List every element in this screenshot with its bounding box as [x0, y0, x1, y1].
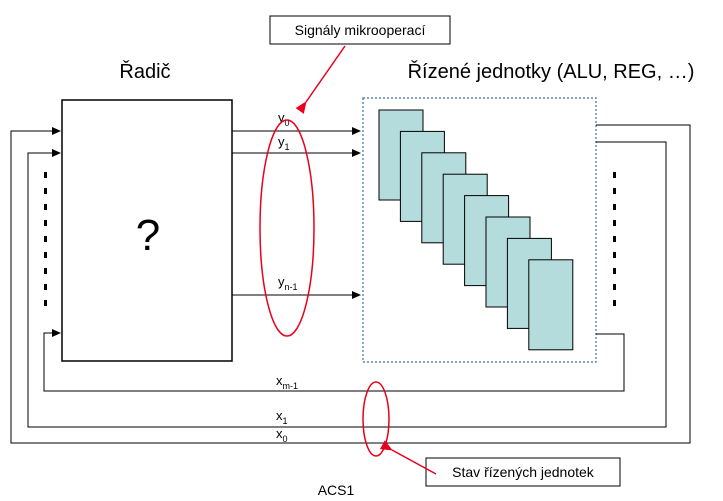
signal-x1-label: x1 [276, 408, 288, 426]
controlled-units-title: Řízené jednotky (ALU, REG, …) [408, 60, 695, 83]
controller-inputs-ellipsis [44, 172, 47, 306]
feedback-xm1-line [43, 329, 625, 392]
microops-highlight-ellipse [259, 119, 315, 337]
unit-state-pointer-arrow [379, 440, 437, 475]
unknown-mark: ? [136, 211, 160, 260]
feedback-x1-line [27, 141, 667, 428]
feedback-x0-line [10, 124, 691, 444]
controller-title: Řadič [119, 60, 170, 83]
signal-x0-label: x0 [276, 426, 288, 444]
unit-state-callout-box [425, 457, 621, 487]
unit-state-highlight-ellipse [362, 381, 390, 457]
signal-yn1-label: yn-1 [278, 274, 298, 292]
signal-xm1-label: xm-1 [276, 373, 298, 391]
controller-box [61, 99, 233, 362]
unit-state-callout-label: Stav řízených jednotek [452, 464, 595, 480]
unit-outputs-ellipsis [613, 172, 616, 306]
signal-y0-label: y0 [278, 110, 290, 128]
microops-callout-label: Signály mikrooperací [295, 22, 426, 38]
signal-y1-label: y1 [278, 134, 290, 152]
microops-callout-box [269, 15, 451, 45]
unit-stack [378, 109, 574, 351]
footer-label: ACS1 [318, 482, 355, 498]
controlled-unit-block [528, 259, 574, 351]
microops-pointer-arrow [295, 45, 346, 114]
